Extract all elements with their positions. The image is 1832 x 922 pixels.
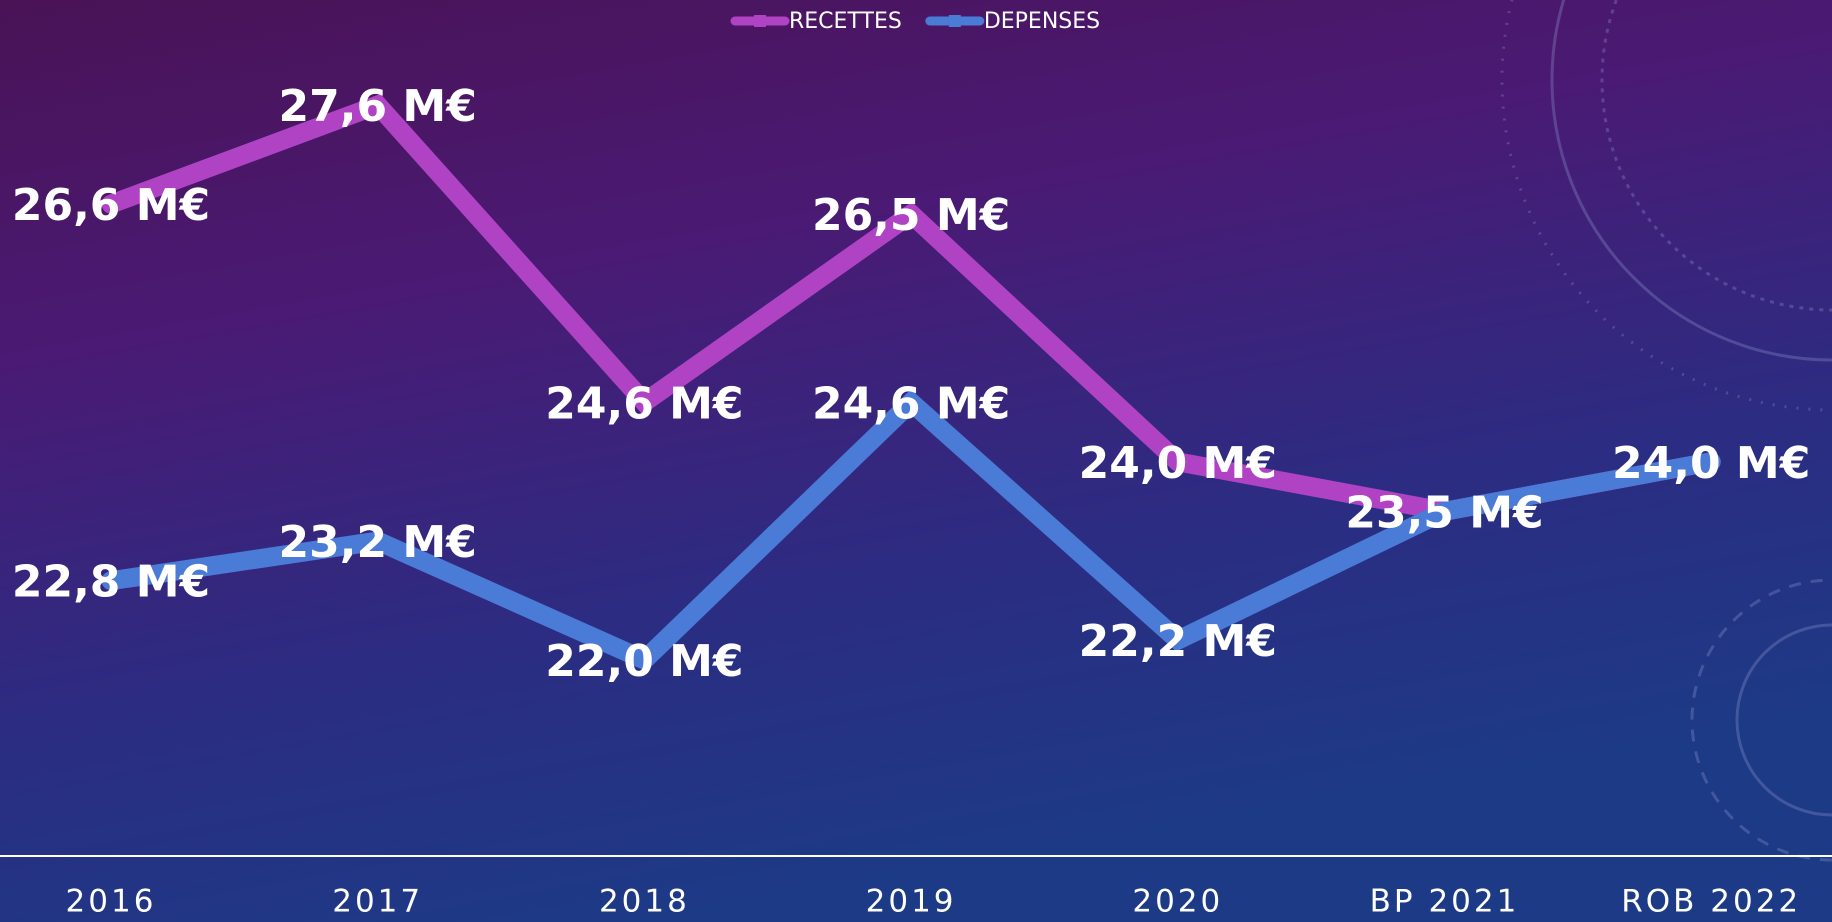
x-tick-label: 2016: [66, 884, 157, 920]
data-label: 24,0 M€: [1612, 438, 1810, 489]
data-label: 22,2 M€: [1079, 616, 1277, 667]
x-tick-label: ROB 2022: [1621, 884, 1801, 920]
data-label: 26,5 M€: [812, 190, 1010, 241]
legend-label: DEPENSES: [984, 9, 1100, 34]
data-label: 23,5 M€: [1345, 487, 1543, 538]
decoration: [1500, 0, 1832, 862]
data-label: 27,6 M€: [279, 81, 477, 132]
data-label: 24,6 M€: [812, 378, 1010, 429]
x-tick-label: 2020: [1132, 884, 1223, 920]
x-tick-label: BP 2021: [1370, 884, 1520, 920]
x-tick-label: 2019: [866, 884, 957, 920]
data-label: 26,6 M€: [12, 180, 210, 231]
x-tick-label: 2018: [599, 884, 690, 920]
legend-label: RECETTES: [789, 9, 902, 34]
data-label: 24,6 M€: [545, 378, 743, 429]
legend-marker: [754, 15, 766, 27]
data-label: 22,0 M€: [545, 636, 743, 687]
data-label: 23,2 M€: [279, 517, 477, 568]
data-label: 22,8 M€: [12, 557, 210, 608]
legend-marker: [948, 15, 961, 27]
series-line: [101, 389, 1721, 672]
x-tick-label: 2017: [332, 884, 423, 920]
data-label: 24,0 M€: [1079, 438, 1277, 489]
